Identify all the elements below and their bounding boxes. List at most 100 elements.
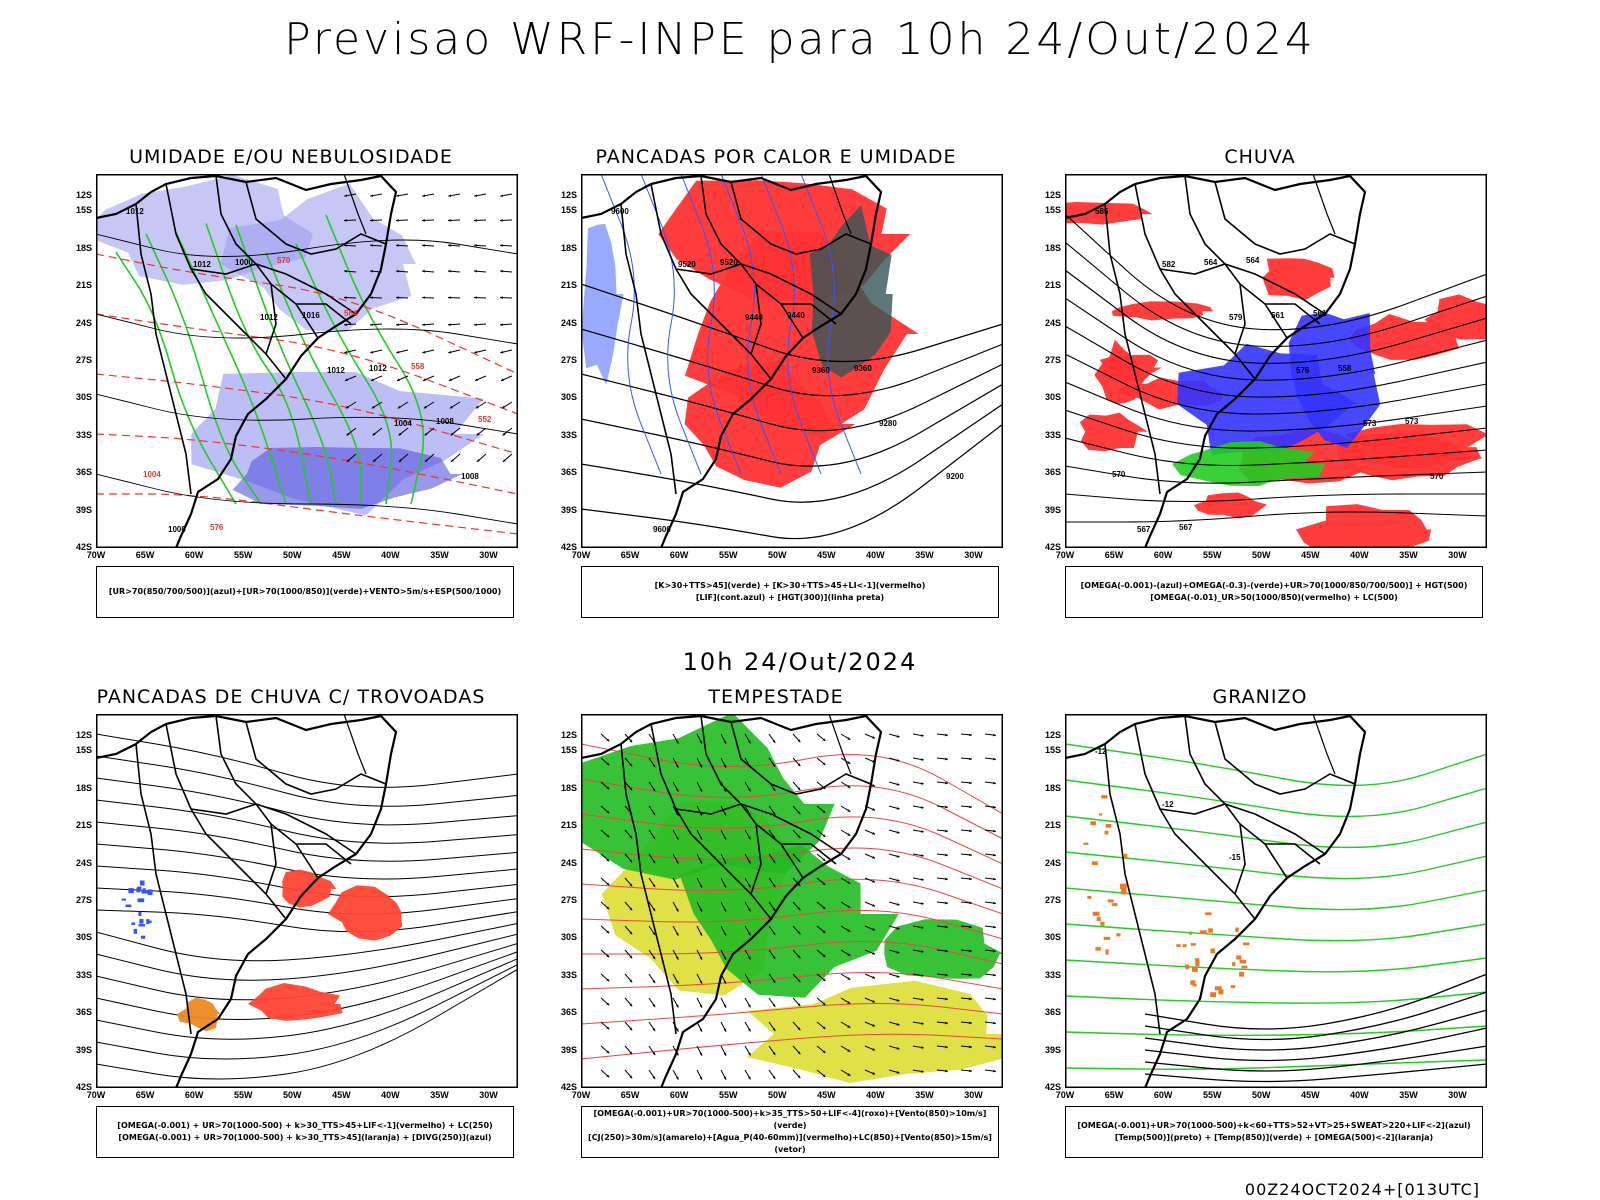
wind-vector-850 bbox=[744, 901, 751, 912]
wind-vector-850 bbox=[768, 1069, 776, 1080]
country-border bbox=[1104, 743, 1161, 1035]
wind-vector-850 bbox=[648, 853, 656, 864]
wind-vector-850 bbox=[600, 997, 610, 1006]
panel-title: GRANIZO bbox=[1212, 686, 1308, 708]
longitude-tick-label: 35W bbox=[1399, 550, 1418, 560]
wind-vector bbox=[422, 269, 435, 273]
wind-vector-850 bbox=[624, 1069, 633, 1079]
panel-title: CHUVA bbox=[1224, 146, 1296, 168]
wind-vector bbox=[447, 296, 461, 300]
wind-vector-850 bbox=[888, 997, 900, 1002]
wind-vector-850 bbox=[816, 1069, 826, 1078]
wind-vector bbox=[502, 427, 513, 436]
contour-label: 1000 bbox=[235, 258, 253, 267]
streamline bbox=[96, 951, 518, 1020]
wind-vector-850 bbox=[648, 1021, 656, 1032]
wind-vector bbox=[371, 401, 383, 409]
longitude-tick-label: 45W bbox=[1301, 550, 1320, 560]
state-border bbox=[828, 714, 852, 775]
latitude-tick-label: 21S bbox=[560, 280, 577, 291]
wind-vector-850 bbox=[888, 973, 900, 978]
wind-vector-850 bbox=[816, 997, 826, 1006]
state-border bbox=[343, 714, 367, 775]
temperature-850-contour bbox=[1065, 923, 1487, 942]
wind-vector-850 bbox=[600, 757, 610, 766]
latitude-tick-label: 33S bbox=[560, 429, 577, 440]
height-contour-500hpa bbox=[1065, 437, 1487, 467]
wind-vector bbox=[396, 193, 409, 198]
wind-vector-850 bbox=[648, 805, 656, 816]
wind-vector-850 bbox=[672, 973, 679, 984]
wind-vector bbox=[476, 427, 487, 436]
wind-vector bbox=[424, 427, 435, 436]
precipitable-water-contour bbox=[581, 1003, 1003, 1025]
wind-vector-850 bbox=[624, 757, 633, 767]
wind-vector-850 bbox=[696, 877, 703, 889]
contour-label: 1012 bbox=[126, 207, 144, 216]
wind-vector-850 bbox=[936, 949, 948, 953]
omega-500-orange bbox=[1096, 916, 1101, 922]
wind-vector-850 bbox=[792, 901, 801, 911]
map-frame bbox=[96, 174, 518, 548]
lifted-index-contour bbox=[760, 174, 822, 475]
latitude-tick-label: 24S bbox=[1044, 317, 1061, 328]
omega-500-orange bbox=[1230, 985, 1236, 989]
wind-vector-850 bbox=[864, 733, 876, 739]
wind-vector bbox=[473, 218, 487, 222]
wind-vector-850 bbox=[864, 877, 876, 883]
forecast-map: 9600 9520 9440 9360 9280 9200 9600 9520 9440 9360 bbox=[581, 174, 1003, 548]
wind-vector-850 bbox=[864, 949, 876, 955]
country-border bbox=[265, 283, 277, 355]
wind-vector bbox=[344, 269, 357, 273]
longitude-tick-label: 40W bbox=[381, 550, 400, 560]
map-frame bbox=[1065, 174, 1487, 548]
wind-vector-850 bbox=[600, 1045, 610, 1054]
temperature-850-contour bbox=[1065, 991, 1487, 1004]
wind-vector bbox=[499, 323, 513, 327]
wind-vector-850 bbox=[672, 949, 679, 960]
latitude-tick-label: 21S bbox=[560, 820, 577, 831]
wind-vector-850 bbox=[960, 949, 972, 953]
wind-vector-850 bbox=[984, 757, 996, 761]
height-contour-500hpa bbox=[1065, 511, 1487, 523]
contour-label: 585 bbox=[1095, 207, 1109, 216]
longitude-tick-label: 30W bbox=[964, 550, 983, 560]
height-contour-500hpa bbox=[1065, 325, 1487, 398]
longitude-tick-label: 35W bbox=[915, 550, 934, 560]
wind-vector-850 bbox=[984, 805, 996, 809]
longitude-tick-label: 65W bbox=[135, 1090, 155, 1100]
wind-vector-850 bbox=[840, 997, 851, 1005]
wind-vector-850 bbox=[960, 925, 972, 929]
wind-vector-850 bbox=[936, 1021, 948, 1025]
wind-vector bbox=[500, 269, 513, 273]
wind-vector-850 bbox=[936, 997, 948, 1001]
wind-vector-850 bbox=[672, 997, 679, 1008]
latitude-tick-label: 39S bbox=[75, 504, 92, 515]
wind-vector-850 bbox=[624, 973, 633, 983]
contour-label: 1012 bbox=[260, 313, 278, 322]
wind-vector-850 bbox=[912, 1021, 924, 1025]
wind-vector bbox=[395, 296, 409, 300]
wind-vector-850 bbox=[792, 973, 801, 983]
wind-vector bbox=[396, 349, 409, 354]
wind-vector-850 bbox=[864, 853, 876, 859]
wind-vector-850 bbox=[888, 1045, 900, 1050]
longitude-tick-label: 30W bbox=[479, 550, 498, 560]
latitude-tick-label: 36S bbox=[560, 1007, 577, 1018]
contour-label: 567 bbox=[1137, 525, 1151, 534]
run-timestamp: 00Z24OCT2024+[013UTC] bbox=[1244, 1180, 1480, 1199]
coastline bbox=[1065, 714, 1367, 1088]
wind-vector-850 bbox=[864, 973, 876, 979]
country-border bbox=[1104, 203, 1161, 495]
temperature-500-contour bbox=[1144, 1027, 1487, 1062]
longitude-tick-label: 35W bbox=[430, 1090, 449, 1100]
country-border bbox=[650, 183, 772, 380]
wind-vector-850 bbox=[696, 997, 703, 1009]
map-frame bbox=[581, 714, 1003, 1088]
country-border bbox=[1159, 803, 1326, 855]
country-border bbox=[165, 183, 287, 380]
wind-vector-850 bbox=[912, 901, 924, 905]
wind-vector-850 bbox=[672, 1045, 679, 1056]
wind-vector-850 bbox=[744, 781, 751, 792]
lifted-index-contour bbox=[720, 174, 782, 475]
